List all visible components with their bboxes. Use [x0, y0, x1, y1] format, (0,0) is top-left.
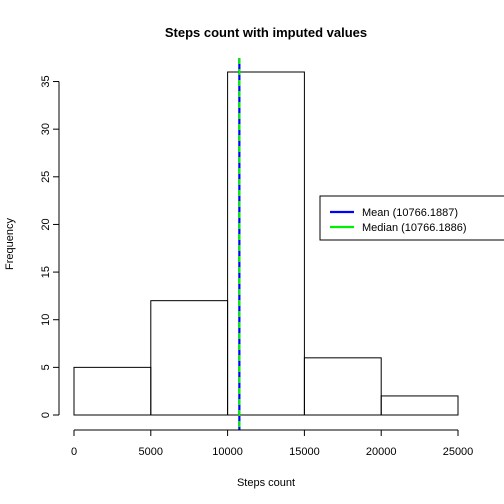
x-tick-label: 10000 [212, 446, 243, 458]
x-tick-label: 15000 [289, 446, 320, 458]
legend-entry-label: Mean (10766.1887) [362, 207, 458, 219]
x-tick-label: 5000 [139, 446, 163, 458]
y-tick-label: 25 [40, 171, 52, 183]
y-axis-label: Frequency [4, 218, 16, 270]
x-axis: 0 5000 10000 15000 20000 25000 [71, 429, 474, 458]
y-tick-label: 30 [40, 123, 52, 135]
histogram-bar [303, 357, 382, 416]
x-axis-label: Steps count [237, 477, 295, 489]
legend-box [319, 195, 504, 241]
x-tick-label: 0 [71, 446, 77, 458]
y-tick-label: 10 [40, 314, 52, 326]
histogram-bar [380, 395, 459, 416]
legend-entry-label: Median (10766.1886) [362, 222, 467, 234]
histogram-bar [73, 366, 152, 416]
y-tick-label: 20 [40, 218, 52, 230]
histogram-bar [227, 71, 305, 416]
y-tick-label: 15 [40, 266, 52, 278]
y-tick-label: 5 [40, 364, 52, 370]
x-tick-label: 25000 [443, 446, 474, 458]
y-tick-label: 0 [40, 412, 52, 418]
legend: Mean (10766.1887) Median (10766.1886) [319, 195, 504, 241]
histogram-bars [73, 71, 459, 416]
chart-title: Steps count with imputed values [165, 25, 367, 40]
y-axis: 0 5 10 15 20 25 30 35 [40, 75, 60, 418]
histogram-bar [150, 300, 229, 416]
y-tick-label: 35 [40, 75, 52, 87]
x-tick-label: 20000 [366, 446, 397, 458]
